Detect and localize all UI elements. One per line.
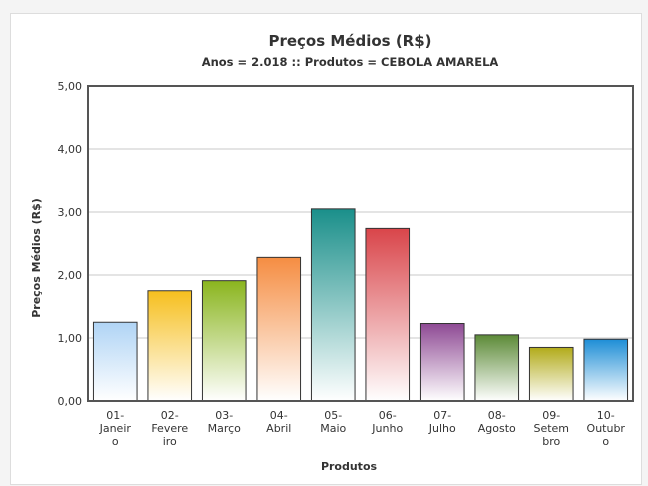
x-tick-label: 10-Outubr o (587, 409, 626, 448)
x-tick-label: 04-Abril (266, 409, 291, 435)
x-tick-label: 06-Junho (371, 409, 403, 435)
y-tick-label: 2,00 (58, 269, 83, 282)
bar-4[interactable] (256, 256, 302, 402)
y-axis-title: Preços Médios (R$) (30, 198, 43, 318)
y-tick-label: 3,00 (58, 206, 83, 219)
y-tick-label: 0,00 (58, 395, 83, 408)
bar-9[interactable] (528, 346, 574, 402)
x-axis-ticks: 01-Janeir o 02-Fevere iro 03-Março 04-Abril 05… (99, 409, 626, 448)
x-tick-label: 05-Maio (320, 409, 346, 435)
y-tick-label: 1,00 (58, 332, 83, 345)
bar-8[interactable] (474, 334, 520, 402)
y-tick-label: 4,00 (58, 143, 83, 156)
y-tick-label: 5,00 (58, 80, 83, 93)
bar-3[interactable] (201, 280, 247, 402)
chart-panel: Preços Médios (R$) Anos = 2.018 :: Produ… (10, 13, 642, 485)
x-tick-label: 09-Setem bro (533, 409, 569, 448)
y-axis-ticks: 0,00 1,00 2,00 3,00 4,00 5,00 (58, 80, 83, 408)
x-tick-label: 07-Julho (428, 409, 456, 435)
chart-subtitle: Anos = 2.018 :: Produtos = CEBOLA AMAREL… (202, 55, 499, 69)
bar-2[interactable] (147, 290, 193, 402)
bar-chart: Preços Médios (R$) Anos = 2.018 :: Produ… (30, 32, 634, 473)
bar-6[interactable] (365, 227, 411, 402)
plot-area-border (87, 85, 634, 402)
x-axis-title: Produtos (321, 460, 378, 473)
x-tick-label: 01-Janeir o (99, 409, 132, 448)
chart-title: Preços Médios (R$) (268, 32, 431, 50)
bar-1[interactable] (92, 321, 138, 402)
bar-5[interactable] (310, 208, 356, 402)
bar-series (92, 208, 629, 402)
x-tick-label: 02-Fevere iro (151, 409, 188, 448)
bar-10[interactable] (583, 338, 629, 402)
x-tick-label: 08-Agosto (478, 409, 516, 435)
x-tick-label: 03-Março (208, 409, 242, 435)
bar-7[interactable] (419, 323, 465, 402)
